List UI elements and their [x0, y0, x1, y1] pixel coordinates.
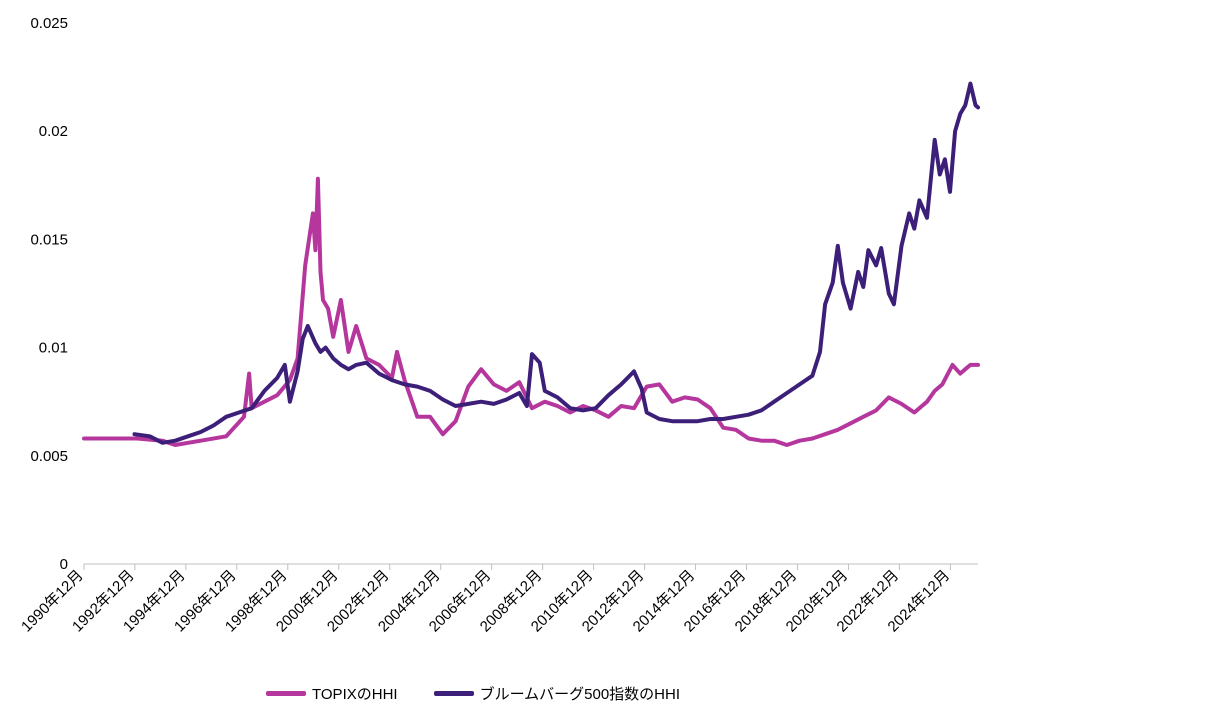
y-tick-label: 0.025 — [30, 15, 68, 32]
y-tick-label: 0 — [60, 556, 68, 573]
legend-label-topix: TOPIXのHHI — [312, 686, 398, 703]
series-line-1 — [132, 81, 980, 445]
line-chart: 0 0.005 0.01 0.015 0.02 0.025 1990年12月1992年12… — [18, 15, 980, 635]
y-tick-label: 0.01 — [39, 340, 68, 357]
y-tick-label: 0.005 — [30, 448, 68, 465]
legend-label-bloomberg500: ブルームバーグ500指数のHHI — [479, 686, 680, 703]
legend: TOPIXのHHI ブルームバーグ500指数のHHI — [266, 683, 680, 704]
x-axis: 1990年12月1992年12月1994年12月1996年12月1998年12月… — [18, 563, 978, 635]
legend-item-bloomberg500: ブルームバーグ500指数のHHI — [433, 683, 680, 704]
series-layer — [82, 81, 980, 447]
series-line-0 — [82, 176, 980, 447]
legend-swatch-topix — [266, 691, 306, 696]
y-tick-label: 0.02 — [39, 123, 68, 140]
legend-item-topix: TOPIXのHHI — [266, 683, 398, 704]
y-tick-label: 0.015 — [30, 231, 68, 248]
y-axis-labels: 0 0.005 0.01 0.015 0.02 0.025 — [30, 15, 68, 573]
legend-swatch-bloomberg500 — [433, 691, 474, 696]
